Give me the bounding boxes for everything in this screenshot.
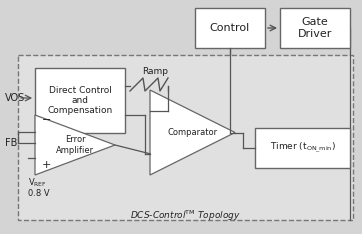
Bar: [35, 68, 125, 133]
Bar: [255, 128, 350, 168]
Polygon shape: [35, 115, 115, 175]
Text: Control: Control: [210, 23, 250, 33]
Bar: [195, 8, 265, 48]
Text: Gate
Driver: Gate Driver: [298, 17, 332, 39]
Text: VOS: VOS: [5, 93, 25, 103]
Text: −: −: [42, 115, 51, 125]
Bar: [280, 8, 350, 48]
Text: DCS-Control$^{\mathrm{TM}}$ Topology: DCS-Control$^{\mathrm{TM}}$ Topology: [130, 209, 240, 223]
Bar: [18, 55, 353, 220]
Text: V$_{\mathrm{REF}}$: V$_{\mathrm{REF}}$: [28, 177, 47, 189]
Text: Comparator: Comparator: [168, 128, 218, 137]
Text: Timer (t$_{\mathrm{ON\_min}}$): Timer (t$_{\mathrm{ON\_min}}$): [270, 141, 335, 155]
Text: Ramp: Ramp: [142, 67, 168, 77]
Text: 0.8 V: 0.8 V: [28, 189, 50, 197]
Text: Error
Amplifier: Error Amplifier: [56, 135, 94, 155]
Polygon shape: [150, 90, 235, 175]
Text: Direct Control
and
Compensation: Direct Control and Compensation: [47, 86, 113, 115]
Text: +: +: [42, 160, 51, 170]
Text: FB: FB: [5, 138, 17, 148]
